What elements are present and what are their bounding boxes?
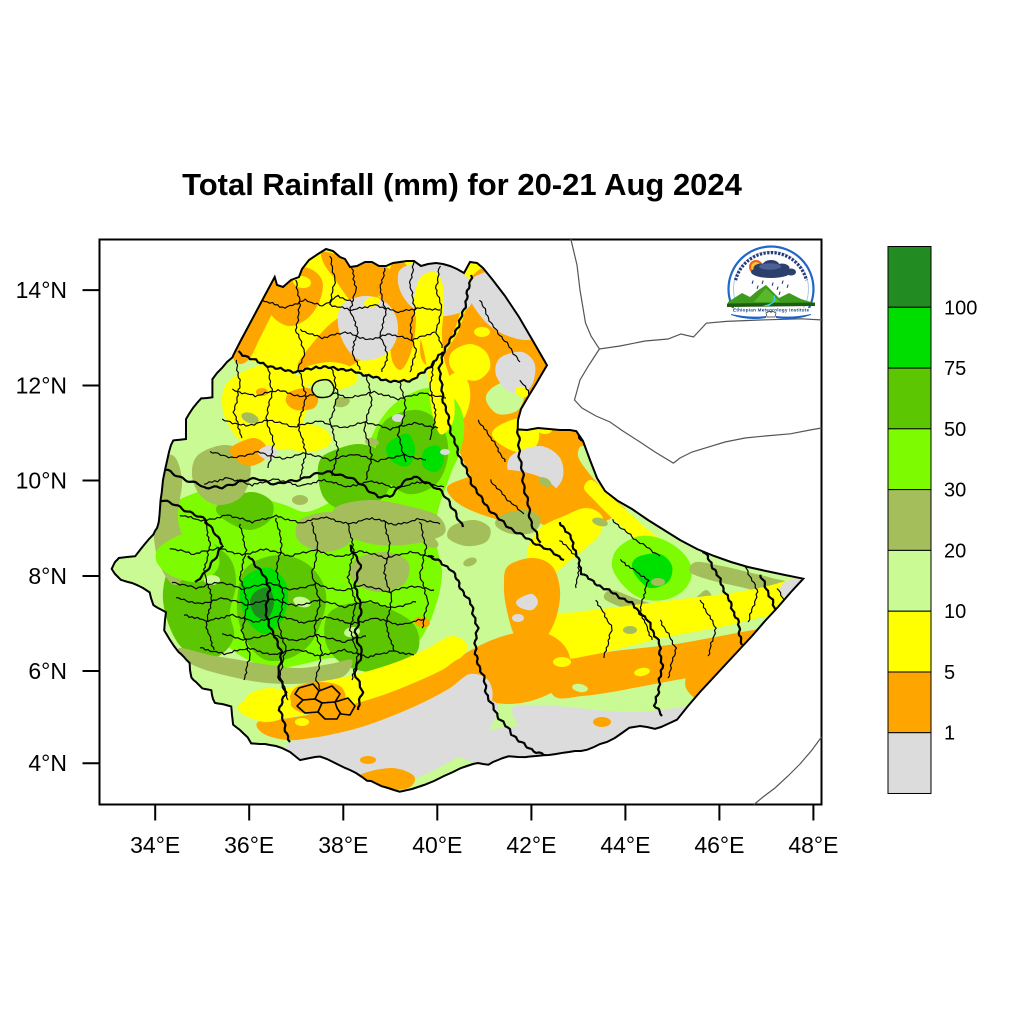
svg-text:48°E: 48°E xyxy=(788,832,838,858)
svg-text:10°N: 10°N xyxy=(16,468,67,494)
svg-text:20: 20 xyxy=(944,540,966,562)
svg-text:12°N: 12°N xyxy=(16,373,67,399)
svg-text:1: 1 xyxy=(944,723,955,745)
svg-text:4°N: 4°N xyxy=(28,750,67,776)
svg-text:44°E: 44°E xyxy=(600,832,650,858)
svg-text:5: 5 xyxy=(944,662,955,684)
svg-text:50: 50 xyxy=(944,419,966,441)
svg-text:34°E: 34°E xyxy=(130,832,180,858)
svg-text:46°E: 46°E xyxy=(694,832,744,858)
svg-text:42°E: 42°E xyxy=(506,832,556,858)
svg-text:38°E: 38°E xyxy=(318,832,368,858)
svg-text:30: 30 xyxy=(944,480,966,502)
svg-text:Ethiopian Meteorology Institut: Ethiopian Meteorology Institute xyxy=(733,308,809,313)
svg-text:8°N: 8°N xyxy=(28,563,67,589)
svg-text:36°E: 36°E xyxy=(224,832,274,858)
svg-text:40°E: 40°E xyxy=(412,832,462,858)
svg-text:Total Rainfall (mm) for 20-21: Total Rainfall (mm) for 20-21 Aug 2024 xyxy=(182,167,743,202)
svg-text:10: 10 xyxy=(944,601,966,623)
svg-text:100: 100 xyxy=(944,297,977,319)
svg-text:75: 75 xyxy=(944,358,966,380)
svg-text:6°N: 6°N xyxy=(28,658,67,684)
svg-text:14°N: 14°N xyxy=(16,277,67,303)
